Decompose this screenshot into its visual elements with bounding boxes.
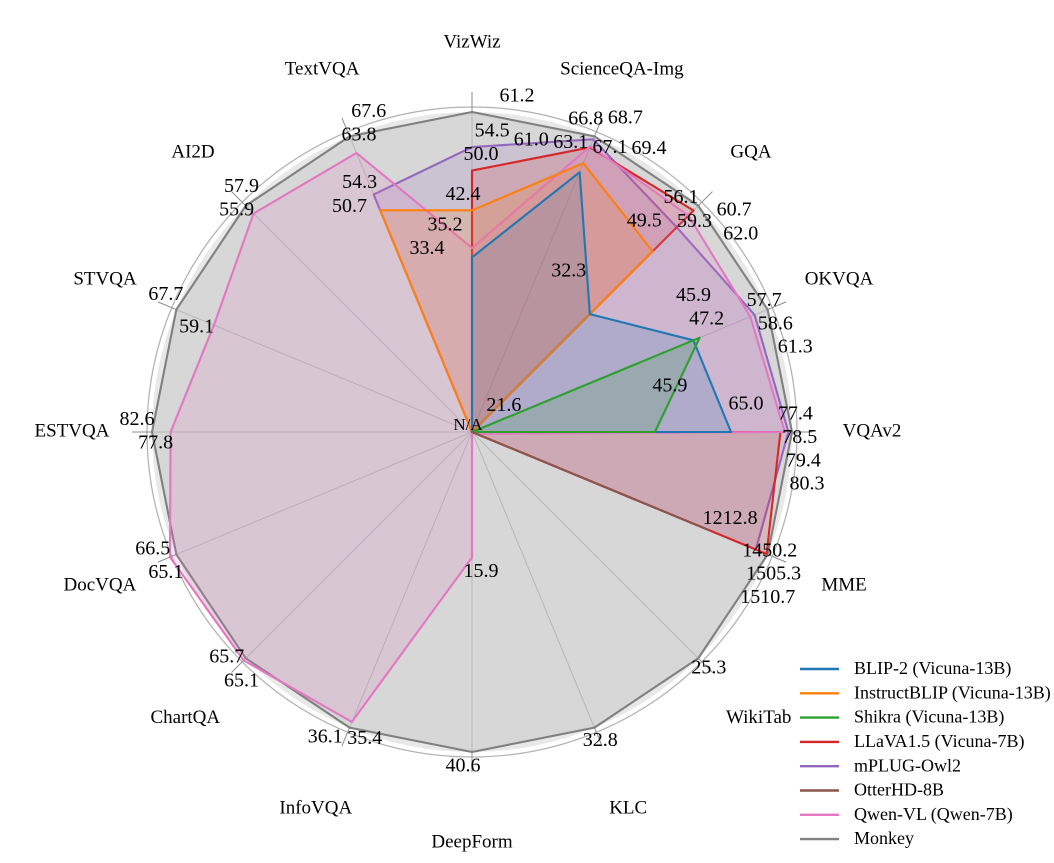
svg-text:1505.3: 1505.3 [746,562,801,584]
svg-text:67.1: 67.1 [593,136,628,158]
svg-text:GQA: GQA [730,141,771,162]
svg-text:69.4: 69.4 [632,137,667,159]
svg-text:15.9: 15.9 [464,560,499,582]
svg-text:61.2: 61.2 [500,85,535,107]
svg-text:LLaVA1.5 (Vicuna-7B): LLaVA1.5 (Vicuna-7B) [854,731,1025,752]
svg-text:InfoVQA: InfoVQA [279,798,352,819]
svg-text:66.8: 66.8 [568,108,603,130]
svg-text:BLIP-2 (Vicuna-13B): BLIP-2 (Vicuna-13B) [854,658,1011,679]
svg-text:59.3: 59.3 [677,210,712,232]
svg-text:VQAv2: VQAv2 [843,420,902,441]
svg-text:61.3: 61.3 [778,335,813,357]
svg-text:KLC: KLC [609,798,647,819]
svg-text:54.5: 54.5 [475,120,510,142]
svg-text:79.4: 79.4 [786,449,821,471]
svg-text:MME: MME [821,574,866,595]
svg-text:67.6: 67.6 [351,100,386,122]
svg-text:36.1: 36.1 [308,726,343,748]
svg-text:77.4: 77.4 [778,403,813,425]
svg-text:68.7: 68.7 [608,107,643,129]
svg-text:49.5: 49.5 [627,210,662,232]
svg-text:OtterHD-8B: OtterHD-8B [854,780,944,800]
svg-text:OKVQA: OKVQA [805,268,874,289]
svg-text:DeepForm: DeepForm [431,831,512,852]
svg-text:65.0: 65.0 [729,393,764,415]
svg-text:STVQA: STVQA [73,268,137,289]
svg-text:25.3: 25.3 [691,656,726,678]
svg-text:AI2D: AI2D [171,141,214,162]
svg-text:TextVQA: TextVQA [285,58,360,79]
svg-text:82.6: 82.6 [120,408,155,430]
svg-text:66.5: 66.5 [135,537,170,559]
svg-text:78.5: 78.5 [782,426,817,448]
svg-text:63.1: 63.1 [553,131,588,153]
svg-text:62.0: 62.0 [723,222,758,244]
svg-text:47.2: 47.2 [689,308,724,330]
svg-text:Qwen-VL (Qwen-7B): Qwen-VL (Qwen-7B) [854,804,1013,825]
svg-text:VizWiz: VizWiz [443,31,500,52]
svg-text:56.1: 56.1 [664,186,699,208]
svg-text:61.0: 61.0 [514,129,549,151]
svg-text:60.7: 60.7 [717,199,752,221]
svg-text:50.7: 50.7 [332,195,367,217]
svg-text:mPLUG-Owl2: mPLUG-Owl2 [854,755,961,775]
svg-text:21.6: 21.6 [486,394,521,416]
svg-text:32.3: 32.3 [551,259,586,281]
svg-text:57.9: 57.9 [224,175,259,197]
svg-text:1212.8: 1212.8 [703,507,758,529]
svg-text:55.9: 55.9 [219,198,254,220]
svg-text:58.6: 58.6 [758,312,793,334]
svg-text:77.8: 77.8 [138,431,173,453]
svg-text:42.4: 42.4 [446,183,481,205]
svg-text:57.7: 57.7 [747,289,782,311]
svg-text:45.9: 45.9 [676,284,711,306]
svg-text:1510.7: 1510.7 [740,586,795,608]
svg-text:50.0: 50.0 [464,143,499,165]
svg-text:DocVQA: DocVQA [63,574,136,595]
svg-text:67.7: 67.7 [148,283,183,305]
svg-text:WikiTab: WikiTab [726,707,791,728]
svg-text:ScienceQA-Img: ScienceQA-Img [560,58,684,79]
svg-text:40.6: 40.6 [446,755,481,777]
svg-text:35.4: 35.4 [347,727,382,749]
svg-text:54.3: 54.3 [342,171,377,193]
svg-text:N/A: N/A [453,415,483,434]
svg-text:45.9: 45.9 [652,375,687,397]
svg-text:ESTVQA: ESTVQA [35,420,110,441]
svg-text:80.3: 80.3 [790,473,825,495]
svg-text:65.7: 65.7 [209,646,244,668]
svg-text:InstructBLIP (Vicuna-13B): InstructBLIP (Vicuna-13B) [854,682,1051,703]
svg-text:Shikra (Vicuna-13B): Shikra (Vicuna-13B) [854,707,1004,728]
svg-text:65.1: 65.1 [148,561,183,583]
svg-text:63.8: 63.8 [342,123,377,145]
svg-text:1450.2: 1450.2 [742,539,797,561]
svg-text:33.4: 33.4 [410,237,445,259]
svg-text:32.8: 32.8 [583,729,618,751]
svg-text:35.2: 35.2 [428,213,463,235]
svg-text:ChartQA: ChartQA [150,707,220,728]
svg-text:Monkey: Monkey [854,828,914,848]
svg-text:59.1: 59.1 [179,315,214,337]
svg-text:65.1: 65.1 [224,669,259,691]
